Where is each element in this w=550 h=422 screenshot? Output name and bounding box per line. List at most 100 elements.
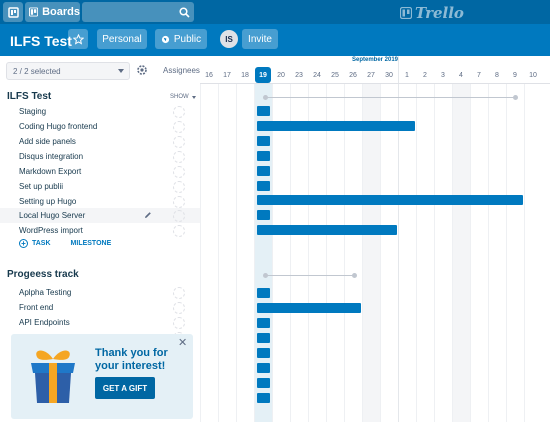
task-name: Staging (19, 107, 47, 116)
task-bar[interactable] (257, 333, 270, 343)
summary-handle[interactable] (352, 273, 357, 278)
plus-icon: + (19, 239, 28, 248)
pencil-icon[interactable] (144, 211, 152, 219)
day-label: 18 (241, 71, 249, 79)
task-bar[interactable] (257, 166, 270, 176)
day-column (524, 83, 542, 422)
assignee-placeholder[interactable] (173, 136, 185, 148)
close-icon[interactable]: ✕ (178, 337, 188, 349)
day-column (308, 83, 326, 422)
header-divider (200, 83, 550, 84)
assignee-placeholder[interactable] (173, 166, 185, 178)
task-bar[interactable] (257, 318, 270, 328)
chevron-down-icon (191, 95, 196, 99)
day-column (326, 83, 344, 422)
task-bar[interactable] (257, 378, 270, 388)
task-bar[interactable] (257, 151, 270, 161)
board-selector[interactable]: 2 / 2 selected (6, 62, 130, 80)
task-row[interactable]: WordPress import (0, 223, 200, 238)
task-row[interactable]: Aplpha Testing (0, 285, 200, 300)
show-dropdown[interactable]: SHOW (170, 94, 196, 100)
assignee-placeholder[interactable] (173, 151, 185, 163)
day-label: 20 (277, 71, 285, 79)
summary-handle[interactable] (263, 273, 268, 278)
chevron-down-icon (118, 69, 124, 73)
day-label: 17 (223, 71, 231, 79)
current-time-line (398, 56, 399, 422)
task-row[interactable]: Markdown Export (0, 164, 200, 179)
day-column (488, 83, 506, 422)
top-bar: Boards Trello (0, 0, 550, 24)
task-bar[interactable] (257, 181, 270, 191)
board-title[interactable]: ILFS Test (10, 33, 72, 49)
task-row[interactable]: Add side panels (0, 134, 200, 149)
day-label: 3 (441, 71, 445, 79)
task-bar[interactable] (257, 136, 270, 146)
task-name: Aplpha Testing (19, 288, 72, 297)
promo-banner: Thank you for your interest! GET A GIFT … (11, 334, 193, 419)
add-milestone-button[interactable]: MILESTONE (70, 240, 112, 247)
task-row[interactable]: Setting up Hugo (0, 194, 200, 209)
public-button[interactable]: Public (155, 29, 207, 49)
invite-button[interactable]: Invite (242, 29, 278, 49)
assignee-placeholder[interactable] (173, 106, 185, 118)
task-row[interactable]: Staging (0, 104, 200, 119)
summary-handle[interactable] (513, 95, 518, 100)
assignee-placeholder[interactable] (173, 287, 185, 299)
assignee-placeholder[interactable] (173, 181, 185, 193)
task-row[interactable]: Coding Hugo frontend (0, 119, 200, 134)
invite-label: Invite (248, 33, 272, 45)
day-label: 16 (205, 71, 213, 79)
task-bar[interactable] (257, 225, 397, 235)
assignee-placeholder[interactable] (173, 302, 185, 314)
task-row-hovered[interactable]: Local Hugo Server (0, 208, 200, 223)
task-row[interactable]: Disqus integration (0, 149, 200, 164)
assignee-placeholder[interactable] (173, 210, 185, 222)
globe-icon (161, 35, 169, 43)
get-a-gift-button[interactable]: GET A GIFT (95, 377, 155, 399)
task-name: API Endpoints (19, 318, 70, 327)
day-column (416, 83, 434, 422)
day-column (470, 83, 488, 422)
day-column (272, 83, 290, 422)
task-bar[interactable] (257, 195, 523, 205)
task-bar[interactable] (257, 288, 270, 298)
gear-icon[interactable] (135, 63, 149, 77)
day-label: 27 (367, 71, 375, 79)
assignee-placeholder[interactable] (173, 121, 185, 133)
summary-handle[interactable] (263, 95, 268, 100)
task-bar[interactable] (257, 393, 270, 403)
search-input[interactable] (82, 2, 194, 22)
group-title[interactable]: ILFS Test (7, 91, 52, 102)
avatar[interactable]: IS (220, 30, 238, 48)
home-button[interactable] (3, 2, 23, 22)
boards-button[interactable]: Boards (25, 2, 80, 22)
trello-logo[interactable]: Trello (400, 4, 464, 22)
assignee-placeholder[interactable] (173, 196, 185, 208)
assignee-placeholder[interactable] (173, 317, 185, 329)
task-bar[interactable] (257, 363, 270, 373)
day-label: 25 (331, 71, 339, 79)
task-row[interactable]: API Endpoints (0, 315, 200, 330)
task-row[interactable]: Front end (0, 300, 200, 315)
star-button[interactable] (68, 29, 88, 49)
task-bar[interactable] (257, 303, 361, 313)
day-column (218, 83, 236, 422)
task-bar[interactable] (257, 106, 270, 116)
assignee-placeholder[interactable] (173, 225, 185, 237)
day-column (398, 83, 416, 422)
personal-button[interactable]: Personal (97, 29, 147, 49)
task-name: Markdown Export (19, 167, 82, 176)
day-label: 2 (423, 71, 427, 79)
task-bar[interactable] (257, 210, 270, 220)
public-label: Public (173, 33, 202, 45)
task-bar[interactable] (257, 121, 415, 131)
task-row[interactable]: Set up publii (0, 179, 200, 194)
group-title[interactable]: Progeess track (7, 269, 79, 280)
task-bar[interactable] (257, 348, 270, 358)
task-name: Disqus integration (19, 152, 84, 161)
add-task-button[interactable]: TASK (32, 240, 51, 247)
day-column (290, 83, 308, 422)
day-column (380, 83, 398, 422)
day-label: 8 (495, 71, 499, 79)
